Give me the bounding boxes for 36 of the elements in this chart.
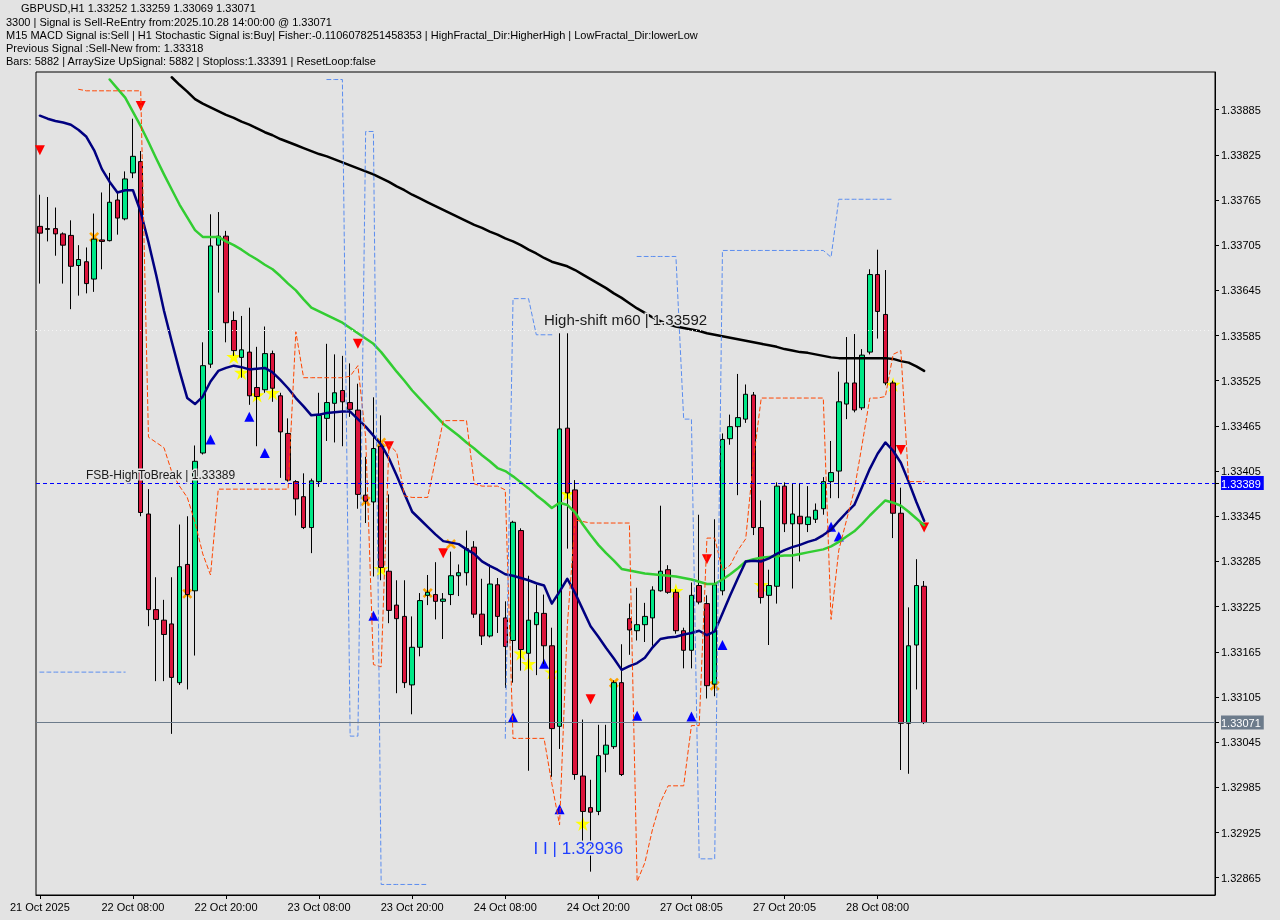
y-tick-label: 1.33525 [1221,374,1261,387]
chart-title: GBPUSD,H1 1.33252 1.33259 1.33069 1.33071 [21,1,256,14]
x-tick-label: 27 Oct 20:05 [753,900,817,913]
y-tick-label: 1.33389 [1221,477,1261,490]
x-tick-label: 22 Oct 08:00 [101,900,165,913]
text: M15 MACD Signal is:Sell | H1 Stochastic Signal is:Buy| Fisher:-0.1106078251458353 | HighFractal_Dir:HigherHigh | LowFractal_Dir:lowerLow [6,28,698,41]
ref-line-label: High-shift m60 | 1.33592 [543,311,708,329]
y-tick-label: 1.33585 [1221,329,1261,342]
y-tick-label: 1.33071 [1221,717,1261,730]
y-tick-label: 1.33765 [1221,194,1261,207]
y-tick-label: 1.33825 [1221,148,1261,161]
x-tick-label: 27 Oct 08:05 [659,900,723,913]
y-tick-label: 1.33105 [1221,690,1261,703]
y-tick-label: 1.33165 [1221,645,1261,658]
x-tick-label: 28 Oct 08:00 [846,900,910,913]
x-tick-label: 22 Oct 20:00 [194,900,258,913]
x-tick-label: 24 Oct 20:00 [566,900,630,913]
text: 3300 | Signal is Sell-ReEntry from:2025.10.28 14:00:00 @ 1.33071 [6,15,332,28]
y-tick-label: 1.33345 [1221,510,1261,523]
y-tick-label: 1.33885 [1221,103,1261,116]
y-tick-label: 1.33645 [1221,284,1261,297]
x-tick-label: 23 Oct 08:00 [287,900,351,913]
x-tick-label: 21 Oct 2025 [9,900,70,913]
text: Bars: 5882 | ArraySize UpSignal: 5882 | Stoploss:1.33391 | ResetLoop:false [6,54,376,67]
y-tick-label: 1.33225 [1221,600,1261,613]
y-tick-label: 1.33285 [1221,555,1261,568]
x-tick-label: 24 Oct 08:00 [473,900,537,913]
x-tick-label: 23 Oct 20:00 [380,900,444,913]
y-tick-label: 1.33465 [1221,419,1261,432]
y-tick-label: 1.32925 [1221,826,1261,839]
y-tick-label: 1.33405 [1221,465,1261,478]
text: Previous Signal :Sell-New from: 1.33318 [6,41,204,54]
y-tick-label: 1.33045 [1221,736,1261,749]
y-tick-label: 1.33705 [1221,239,1261,252]
y-tick-label: 1.32865 [1221,871,1261,884]
y-tick-label: 1.32985 [1221,781,1261,794]
